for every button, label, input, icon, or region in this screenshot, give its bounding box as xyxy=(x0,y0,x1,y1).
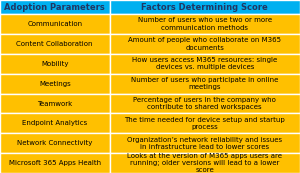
Text: Amount of people who collaborate on M365
documents: Amount of people who collaborate on M365… xyxy=(128,37,281,51)
Text: Communication: Communication xyxy=(27,21,82,27)
Bar xyxy=(110,74,300,94)
Bar xyxy=(0,94,110,113)
Bar xyxy=(0,54,110,74)
Bar xyxy=(0,133,110,153)
Text: Factors Determining Score: Factors Determining Score xyxy=(141,3,268,12)
Text: Percentage of users in the company who
contribute to shared workspaces: Percentage of users in the company who c… xyxy=(133,97,276,110)
Text: Number of users who participate in online
meetings: Number of users who participate in onlin… xyxy=(131,77,278,90)
Bar xyxy=(110,133,300,153)
Bar xyxy=(0,153,110,173)
Text: Adoption Parameters: Adoption Parameters xyxy=(4,3,105,12)
Text: Looks at the version of M365 apps users are
running; older versions will lead to: Looks at the version of M365 apps users … xyxy=(127,153,282,173)
Bar xyxy=(110,34,300,54)
Bar xyxy=(110,0,300,14)
Bar xyxy=(110,153,300,173)
Text: Organization’s network reliability and issues
in infrastructure lead to lower sc: Organization’s network reliability and i… xyxy=(127,137,282,150)
Text: Meetings: Meetings xyxy=(39,81,70,87)
Text: The time needed for device setup and startup
process: The time needed for device setup and sta… xyxy=(124,117,285,130)
Bar xyxy=(0,34,110,54)
Text: Network Connectivity: Network Connectivity xyxy=(17,140,92,146)
Text: Content Collaboration: Content Collaboration xyxy=(16,41,93,47)
Text: Endpoint Analytics: Endpoint Analytics xyxy=(22,120,87,126)
Text: Teamwork: Teamwork xyxy=(37,101,72,107)
Text: Microsoft 365 Apps Health: Microsoft 365 Apps Health xyxy=(9,160,101,166)
Bar xyxy=(110,94,300,113)
Text: How users access M365 resources: single
devices vs. multiple devices: How users access M365 resources: single … xyxy=(132,57,278,70)
Text: Number of users who use two or more
communication methods: Number of users who use two or more comm… xyxy=(138,17,272,31)
Bar xyxy=(110,54,300,74)
Bar xyxy=(110,14,300,34)
Bar xyxy=(0,74,110,94)
Bar xyxy=(0,0,110,14)
Text: Mobility: Mobility xyxy=(41,61,68,67)
Bar xyxy=(0,113,110,133)
Bar xyxy=(110,113,300,133)
Bar xyxy=(0,14,110,34)
